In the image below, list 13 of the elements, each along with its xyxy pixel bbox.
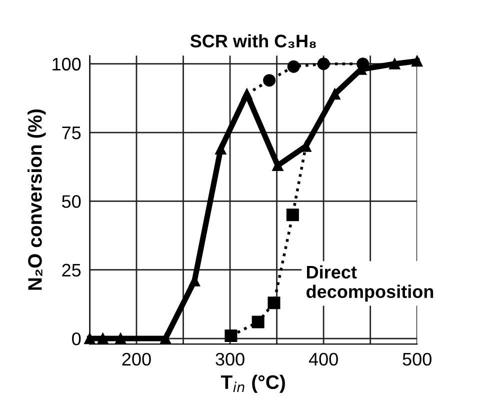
x-tick-label: 200: [122, 352, 151, 366]
y-tick-label: 0: [72, 332, 81, 346]
x-tick-label: 300: [216, 352, 244, 366]
y-tick-label: 100: [52, 58, 81, 71]
y-tick-label: 50: [62, 195, 81, 208]
x-tick-label: 500: [402, 352, 432, 366]
x-axis-title: T$_{in}$ (°C): [220, 374, 285, 393]
y-axis-title: N₂O conversion (%): [28, 109, 46, 290]
chart-title: SCR with C₃H₈: [190, 34, 316, 48]
y-tick-label: 75: [62, 126, 81, 140]
annotation: Direct decomposition: [306, 265, 434, 302]
y-tick-label: 25: [62, 264, 81, 277]
x-tick-label: 400: [308, 352, 338, 366]
